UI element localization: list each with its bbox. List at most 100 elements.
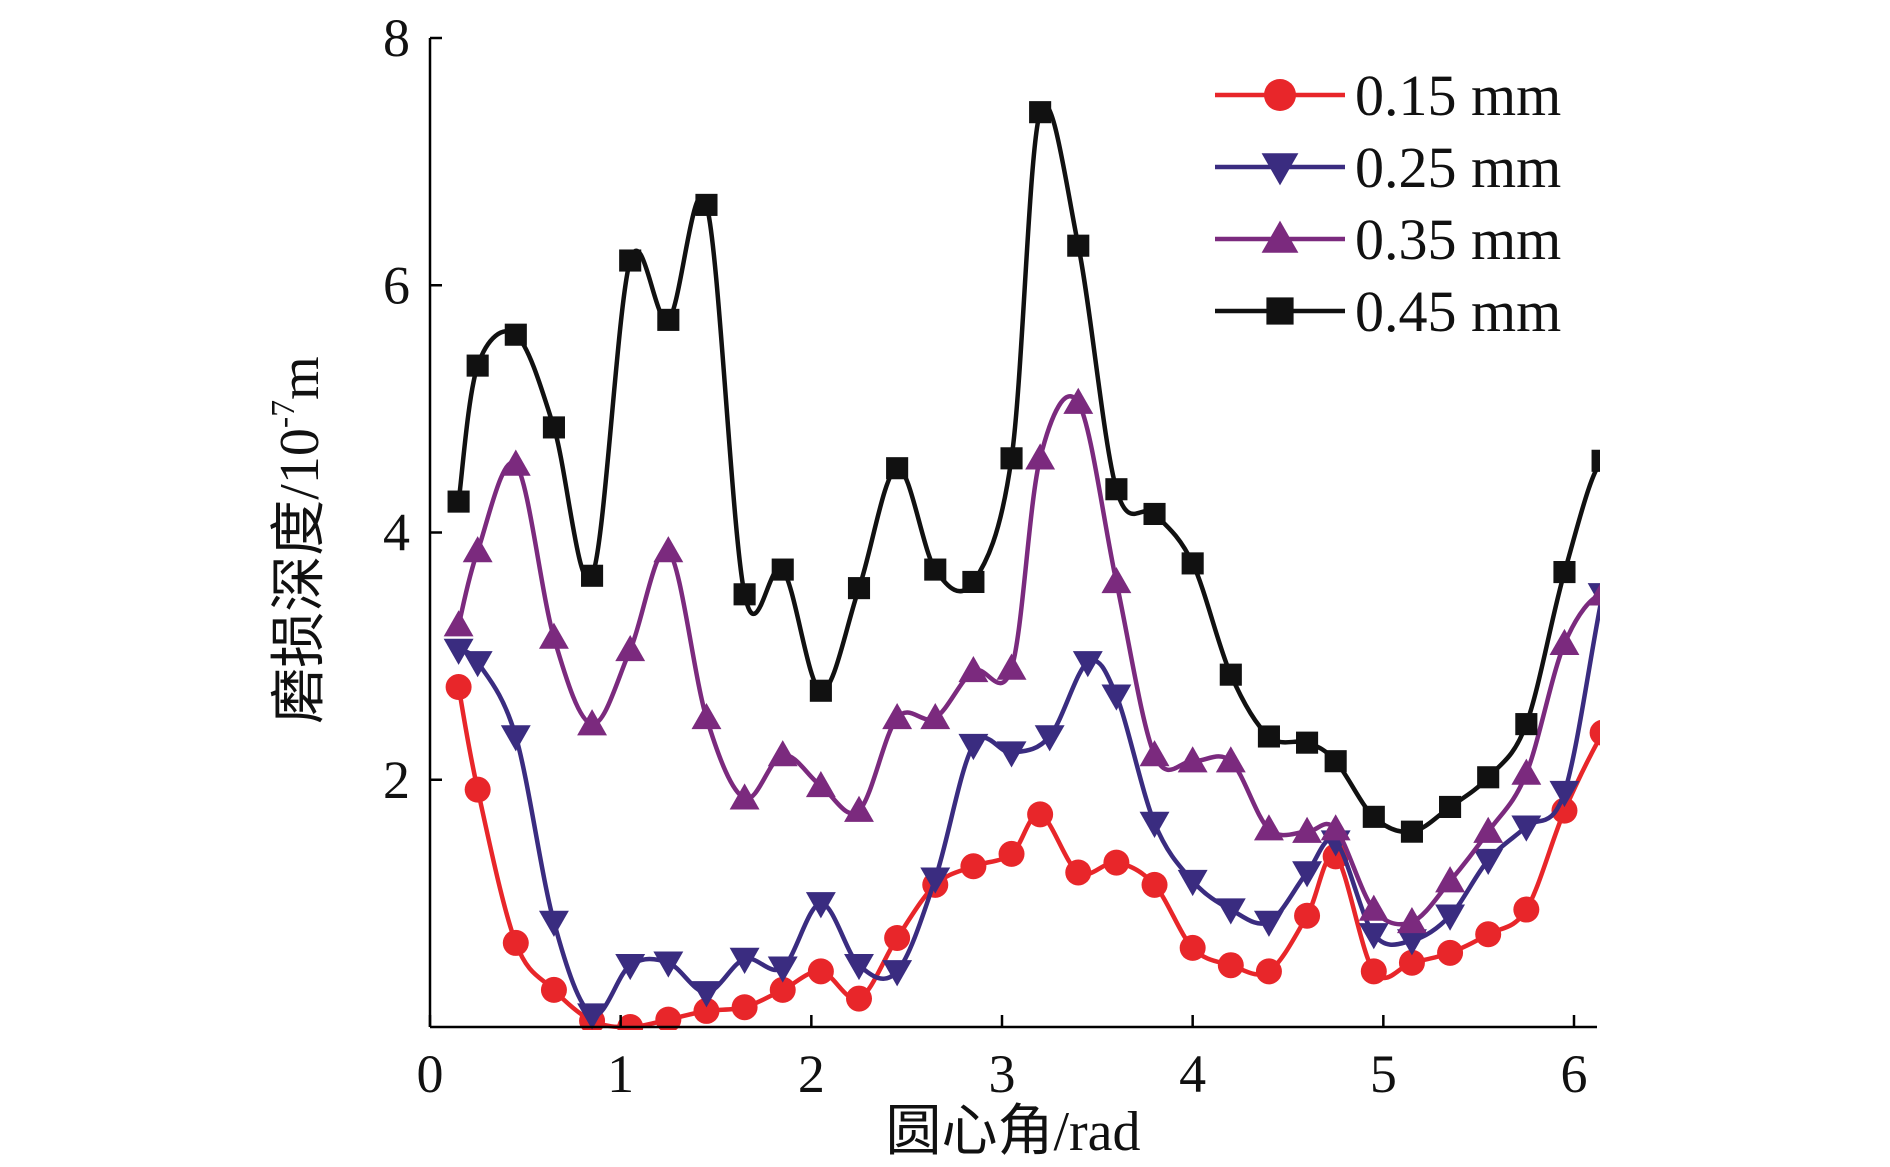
data-point bbox=[1072, 651, 1103, 678]
x-tick-label: 4 bbox=[1179, 1044, 1206, 1104]
data-point bbox=[691, 981, 722, 1008]
data-point bbox=[1255, 958, 1282, 985]
data-point bbox=[1141, 871, 1168, 898]
data-point bbox=[1475, 921, 1502, 948]
data-point bbox=[445, 674, 472, 701]
data-point bbox=[807, 958, 834, 985]
data-point bbox=[729, 783, 760, 810]
data-point bbox=[538, 910, 569, 937]
legend-marker bbox=[1261, 220, 1299, 253]
data-point bbox=[1473, 848, 1504, 876]
data-point bbox=[1217, 952, 1244, 979]
data-point bbox=[1473, 816, 1504, 843]
data-point bbox=[809, 679, 832, 702]
legend: 0.15 mm 0.25 mm 0.35 mm 0.45 mm bbox=[1215, 63, 1561, 344]
data-point bbox=[1292, 816, 1323, 843]
data-point bbox=[1591, 449, 1600, 472]
data-point bbox=[1296, 731, 1319, 754]
legend-marker bbox=[1264, 79, 1296, 111]
data-point bbox=[1025, 443, 1056, 470]
data-point bbox=[1549, 628, 1580, 655]
data-point bbox=[540, 976, 567, 1003]
data-point bbox=[542, 416, 565, 439]
ticks: 0 1 2 3 4 5 6 2 4 6 8 bbox=[383, 8, 1588, 1104]
data-point bbox=[443, 610, 474, 637]
data-point bbox=[1324, 750, 1347, 773]
data-point bbox=[920, 867, 951, 894]
data-point bbox=[884, 924, 911, 951]
data-point bbox=[1292, 861, 1323, 888]
data-point bbox=[1215, 746, 1246, 773]
data-point bbox=[731, 994, 758, 1021]
data-point bbox=[882, 960, 913, 987]
data-point bbox=[882, 702, 913, 730]
y-axis-title-main: 磨损深度/10 bbox=[269, 428, 331, 724]
data-point bbox=[1029, 101, 1052, 124]
data-point bbox=[1294, 902, 1321, 929]
data-point bbox=[1477, 766, 1500, 789]
data-point bbox=[1215, 898, 1246, 925]
x-tick-label: 0 bbox=[417, 1044, 444, 1104]
legend-marker bbox=[1266, 297, 1294, 325]
data-point bbox=[733, 583, 756, 606]
x-tick-label: 5 bbox=[1370, 1044, 1397, 1104]
series-layer bbox=[443, 101, 1600, 1030]
data-point bbox=[1549, 780, 1580, 808]
y-tick-label: 6 bbox=[383, 255, 410, 315]
data-point bbox=[769, 976, 796, 1003]
data-point bbox=[464, 776, 491, 803]
data-point bbox=[1435, 904, 1466, 931]
data-point bbox=[1362, 805, 1385, 828]
y-axis-title-exponent: -7 bbox=[265, 400, 302, 428]
y-tick-label: 8 bbox=[383, 8, 410, 68]
data-point bbox=[655, 1006, 682, 1030]
data-point bbox=[1511, 815, 1542, 842]
data-point bbox=[1179, 934, 1206, 961]
data-point bbox=[1396, 929, 1427, 956]
data-point bbox=[844, 953, 874, 981]
data-point bbox=[1219, 663, 1242, 686]
data-point bbox=[1398, 949, 1425, 976]
data-point bbox=[581, 564, 604, 587]
data-point bbox=[1253, 910, 1284, 937]
x-tick-label: 3 bbox=[989, 1044, 1016, 1104]
data-point bbox=[924, 558, 947, 581]
data-point bbox=[462, 651, 493, 678]
data-point bbox=[1139, 811, 1170, 838]
data-point bbox=[502, 929, 529, 956]
data-point bbox=[695, 193, 718, 216]
data-point bbox=[443, 638, 474, 665]
x-tick-label: 1 bbox=[607, 1044, 634, 1104]
series-line bbox=[457, 595, 1600, 1018]
data-point bbox=[466, 354, 489, 377]
data-point bbox=[1027, 801, 1054, 828]
data-point bbox=[996, 741, 1027, 768]
legend-label: 0.45 mm bbox=[1355, 279, 1561, 344]
data-point bbox=[538, 622, 569, 649]
data-point bbox=[693, 997, 720, 1024]
data-point bbox=[1511, 758, 1542, 785]
data-point bbox=[653, 536, 684, 563]
data-point bbox=[1358, 923, 1389, 950]
series-0-45-mm bbox=[447, 101, 1600, 843]
data-point bbox=[1360, 958, 1387, 985]
data-point bbox=[1101, 684, 1132, 711]
series-0-35-mm bbox=[443, 387, 1600, 934]
data-point bbox=[1358, 894, 1389, 921]
data-point bbox=[1177, 746, 1208, 773]
data-point bbox=[767, 956, 798, 983]
y-axis-title-unit: m bbox=[269, 356, 331, 400]
data-point bbox=[1105, 478, 1128, 501]
data-point bbox=[1553, 561, 1576, 584]
data-point bbox=[1439, 795, 1462, 818]
y-tick-label: 4 bbox=[383, 503, 410, 563]
data-point bbox=[844, 795, 874, 822]
data-point bbox=[805, 770, 836, 798]
data-point bbox=[1396, 906, 1427, 934]
data-point bbox=[615, 634, 646, 662]
data-point bbox=[920, 702, 951, 730]
x-axis-title: 圆心角/rad bbox=[885, 1101, 1140, 1163]
data-point bbox=[691, 702, 722, 730]
y-tick-label: 2 bbox=[383, 750, 410, 810]
